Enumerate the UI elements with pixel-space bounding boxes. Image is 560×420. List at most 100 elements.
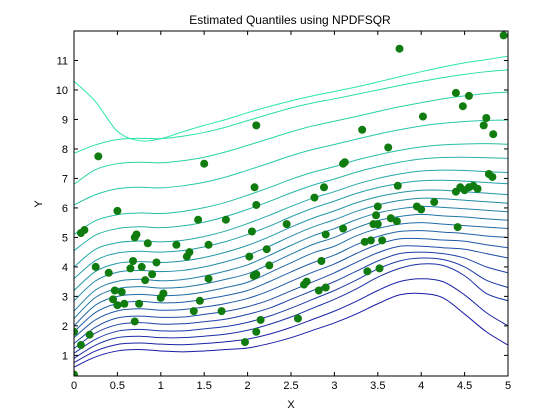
data-point <box>393 181 402 190</box>
data-point <box>245 252 254 261</box>
data-point <box>189 307 198 316</box>
plot-area: 0 0.5 1 1.5 2 2.5 3 3.5 4 4.5 5 1 2 3 4 5 6 7 8 9 10 11 <box>56 30 511 392</box>
data-point <box>74 370 78 376</box>
data-point <box>489 130 498 139</box>
data-point <box>372 211 381 220</box>
data-point <box>373 202 382 211</box>
data-point <box>221 215 230 224</box>
quantile-curve-16 <box>74 156 508 252</box>
quantile-curve-9 <box>74 222 508 327</box>
data-point <box>321 283 330 292</box>
data-point <box>204 274 213 283</box>
data-point <box>141 276 150 285</box>
quantile-curve-13 <box>74 189 508 291</box>
data-point <box>110 286 119 295</box>
y-tick-label: 5 <box>62 232 68 244</box>
data-point <box>430 198 439 207</box>
x-tick-label: 3.5 <box>370 380 385 392</box>
quantile-curve-10 <box>74 213 508 319</box>
data-point <box>117 287 126 296</box>
data-point <box>417 205 426 214</box>
quantile-curve-7 <box>74 237 508 339</box>
chart-title: Estimated Quantiles using NPDFSQR <box>189 13 391 27</box>
data-point <box>310 193 319 202</box>
x-axis-label: X <box>287 399 295 411</box>
data-point <box>126 264 135 273</box>
plot-background <box>74 31 508 376</box>
axis-ticks: 0 0.5 1 1.5 2 2.5 3 3.5 4 4.5 5 1 2 3 4 5 6 7 8 9 10 11 <box>56 31 511 392</box>
data-point <box>104 268 113 277</box>
data-point <box>217 307 226 316</box>
data-point <box>482 113 491 122</box>
data-points <box>74 31 508 376</box>
data-point <box>453 223 462 232</box>
data-point <box>80 226 89 235</box>
data-point <box>91 262 100 271</box>
y-tick-label: 9 <box>62 114 68 126</box>
data-point <box>282 220 291 229</box>
data-point <box>129 257 138 265</box>
data-point <box>302 277 311 286</box>
data-point <box>339 224 348 233</box>
data-point <box>247 227 256 236</box>
data-point <box>360 237 369 246</box>
data-point <box>195 296 204 305</box>
y-tick-label: 2 <box>62 321 68 333</box>
quantile-curve-5 <box>74 251 508 349</box>
data-point <box>172 240 181 249</box>
x-tick-label: 1 <box>158 380 164 392</box>
y-tick-label: 8 <box>62 144 68 156</box>
data-point <box>265 261 274 270</box>
data-point <box>120 299 129 308</box>
data-point <box>85 330 94 339</box>
data-point <box>185 248 194 257</box>
data-point <box>256 315 265 324</box>
quantile-curve-14 <box>74 179 508 280</box>
data-point <box>488 172 497 181</box>
data-point <box>252 327 261 336</box>
data-point <box>473 184 482 193</box>
data-point <box>321 230 330 239</box>
quantile-curve-12 <box>74 197 508 302</box>
data-point <box>395 44 404 53</box>
x-tick-label: 3 <box>331 380 337 392</box>
quantile-curve-17 <box>74 143 508 235</box>
y-tick-label: 11 <box>57 55 68 67</box>
y-tick-label: 6 <box>62 203 68 215</box>
y-tick-label: 1 <box>62 350 68 362</box>
quantile-curve-4 <box>74 257 508 354</box>
quantile-curve-19 <box>74 91 508 185</box>
x-tick-label: 0 <box>71 380 77 392</box>
data-point <box>250 183 259 192</box>
y-tick-label: 3 <box>62 291 68 303</box>
data-point <box>319 183 328 192</box>
data-point <box>464 91 473 100</box>
data-point <box>204 240 213 249</box>
quantile-curve-3 <box>74 263 508 359</box>
data-point <box>373 220 382 229</box>
quantile-curve-20 <box>74 69 508 154</box>
quantile-curve-18 <box>74 119 508 206</box>
x-tick-label: 2 <box>245 380 251 392</box>
data-point <box>194 215 203 224</box>
data-point <box>375 264 384 273</box>
quantile-curve-21 <box>74 55 508 142</box>
data-point <box>148 270 157 279</box>
data-point <box>317 257 326 265</box>
x-tick-label: 2.5 <box>283 380 298 392</box>
data-point <box>94 152 103 161</box>
data-point <box>143 239 152 248</box>
data-point <box>418 112 427 121</box>
data-point <box>366 236 375 245</box>
data-point <box>479 121 488 130</box>
quantile-curve-8 <box>74 230 508 333</box>
data-point <box>384 143 393 152</box>
data-point <box>358 125 367 134</box>
data-point <box>130 317 139 326</box>
data-point <box>363 267 372 276</box>
data-point <box>252 121 261 130</box>
y-tick-label: 4 <box>62 262 68 274</box>
data-point <box>252 200 261 209</box>
data-point <box>113 301 122 310</box>
